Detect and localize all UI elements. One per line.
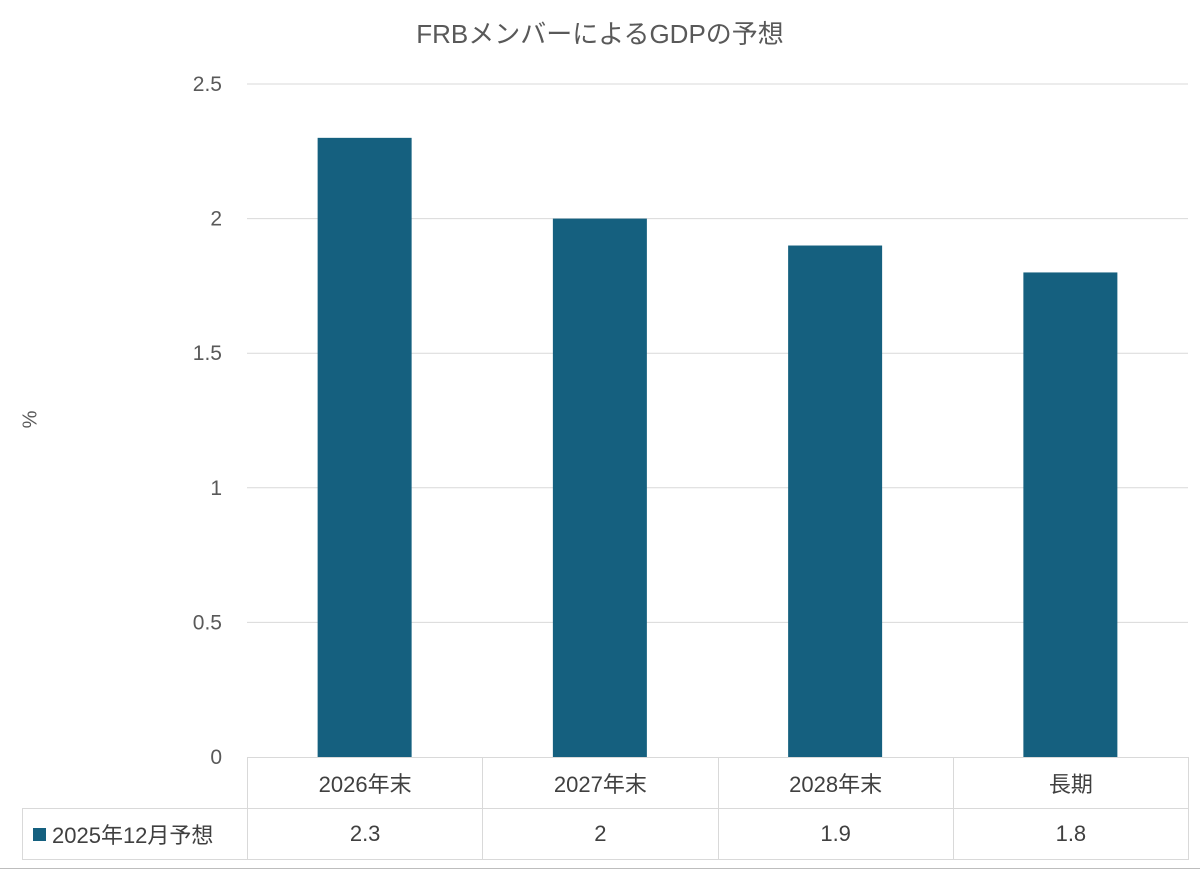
- y-tick-label: 1.5: [193, 342, 222, 365]
- legend-label: 2025年12月予想: [52, 823, 214, 848]
- category-label: 2027年末: [482, 757, 719, 809]
- bar: [788, 245, 883, 757]
- category-label: 長期: [952, 757, 1189, 809]
- data-label: 2.3: [247, 808, 484, 860]
- data-label: 2: [482, 808, 719, 860]
- legend-swatch: [33, 827, 46, 841]
- data-label: 1.8: [952, 808, 1189, 860]
- legend-cell: 2025年12月予想: [22, 808, 248, 860]
- bar: [1023, 272, 1118, 757]
- y-tick-label: 2.5: [193, 73, 222, 96]
- data-label: 1.9: [717, 808, 954, 860]
- divider: [0, 868, 1200, 869]
- y-tick-label: 0: [210, 746, 222, 769]
- chart-title: FRBメンバーによるGDPの予想: [416, 19, 784, 49]
- y-tick-label: 2: [210, 208, 222, 231]
- category-label: 2028年末: [717, 757, 954, 809]
- y-tick-label: 0.5: [193, 611, 222, 634]
- bar: [317, 137, 412, 758]
- bar: [552, 218, 647, 758]
- y-tick-label: 1: [210, 477, 222, 500]
- category-label: 2026年末: [247, 757, 484, 809]
